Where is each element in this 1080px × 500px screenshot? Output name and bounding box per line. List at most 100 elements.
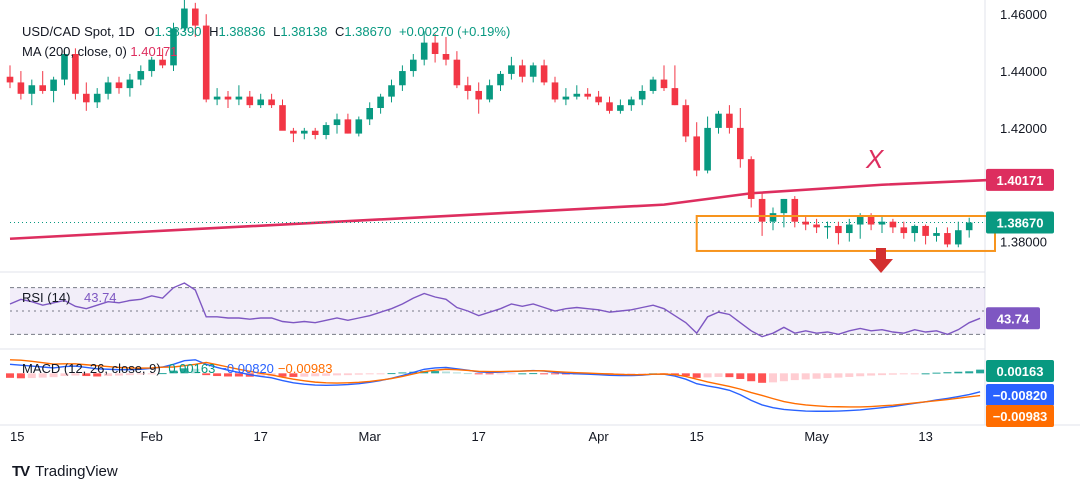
candle-body [17,82,25,94]
tradingview-logo-icon: TV [12,463,30,480]
candle [224,90,232,108]
candle [562,88,570,106]
candle [17,71,25,100]
candle [202,14,210,103]
macd-label: MACD (12, 26, close, 9) 0.00163 −0.00820−… [22,361,333,376]
candle-body [944,233,951,245]
candle-body [824,225,831,228]
macd-histogram-bar [125,373,134,376]
candle-body [115,82,123,89]
candle-body [769,213,777,222]
low-label: L [273,24,281,39]
macd-histogram-bar [540,373,549,375]
time-tick-label: May [804,429,829,444]
candle [420,31,428,66]
candle [377,93,384,114]
candle [649,76,657,94]
symbol-label: USD/CAD Spot, 1D [22,24,135,39]
candle-body [573,93,581,97]
header-ma-line: MA (200, close, 0) 1.40171 [22,44,177,59]
candle [878,216,886,234]
candle-body [508,65,515,74]
time-tick-label: 15 [689,429,703,444]
last-price-badge-text: 1.38670 [997,216,1044,231]
candle [268,93,275,108]
candle [431,34,439,63]
candle [813,218,820,234]
candle [551,76,559,103]
candle-body [224,96,232,100]
candle-body [617,105,624,111]
rsi-line [9,282,981,338]
macd-histogram-bar [71,373,80,376]
candle-body [562,96,570,100]
candle [508,56,515,80]
rsi-value: 43.74 [84,290,117,305]
candle [28,79,36,106]
candle [410,54,417,77]
candle [61,48,68,86]
candle [104,76,112,100]
candle-body [202,25,210,100]
candle [192,2,199,37]
candle-body [181,8,188,29]
candle-body [802,221,809,225]
time-tick-label: Mar [359,429,382,444]
candle-body [638,90,646,100]
candle-body [933,233,940,236]
candle-body [235,96,243,100]
candle-body [61,54,68,80]
candle-body [290,130,297,134]
macd-badge-bg [986,360,1054,382]
candle [290,127,297,143]
candle-body [551,82,559,100]
price-tick-label: 1.38000 [1000,235,1047,250]
candle-body [410,59,417,72]
macd-histogram-bar [812,373,821,379]
macd-histogram-bar [49,373,58,378]
candle [737,108,744,168]
macd-line [9,359,981,412]
candle [715,110,722,134]
candle-body [649,79,657,91]
candle-body [856,216,864,225]
candle [573,85,581,100]
candle-body [846,224,853,234]
candle [769,207,777,231]
candle-body [28,85,36,94]
macd-title: MACD (12, 26, close, 9) [22,361,164,376]
macd-histogram-bar [496,373,505,375]
macd-histogram-bar [725,373,734,378]
macd-histogram-bar [431,371,440,374]
macd-value: 0.00163 [168,361,215,376]
footer-brand[interactable]: TV TradingView [12,463,118,480]
macd-histogram-bar [823,373,832,379]
macd-histogram-bar [16,373,25,379]
candle [922,224,929,245]
candle-body [50,79,57,91]
macd-histogram-bar [398,372,407,374]
time-tick-label: Feb [140,429,162,444]
candle [835,221,842,245]
macd-histogram-bar [82,373,91,377]
candle [257,93,264,108]
macd-histogram-bar [300,373,309,377]
macd-badge-text: −0.00820 [993,388,1048,403]
macd-histogram-bar [115,373,123,376]
candle-body [529,65,537,77]
candle [115,76,123,94]
candle-body [83,93,90,103]
high-label: H [209,24,219,39]
macd-histogram-bar [932,372,941,374]
candle-body [726,113,733,128]
candle-body [279,105,286,131]
low-value: 1.38138 [280,24,328,39]
macd-histogram-bar [180,368,189,374]
arrow-head [869,259,893,273]
macd-badge: 0.00163 [986,360,1054,382]
candle-body [322,125,330,135]
macd-histogram-bar [442,371,450,374]
candle [6,65,14,89]
macd-histogram-bar [365,373,374,375]
